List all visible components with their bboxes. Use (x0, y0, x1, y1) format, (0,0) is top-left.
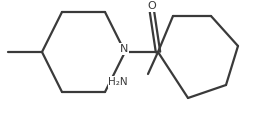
Text: N: N (120, 44, 128, 54)
Text: O: O (148, 1, 156, 11)
Text: H₂N: H₂N (108, 77, 128, 87)
